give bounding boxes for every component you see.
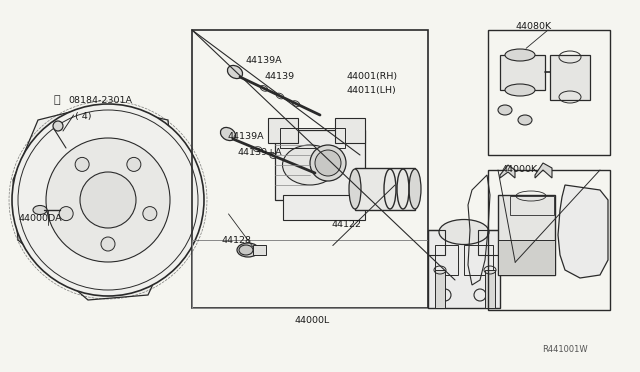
Circle shape: [75, 157, 89, 171]
Ellipse shape: [310, 145, 346, 181]
Text: 44139+A: 44139+A: [238, 148, 283, 157]
Ellipse shape: [505, 49, 535, 61]
Bar: [335, 118, 365, 143]
Bar: [498, 195, 555, 275]
Ellipse shape: [220, 128, 236, 141]
Ellipse shape: [349, 169, 361, 209]
Ellipse shape: [505, 84, 535, 96]
Circle shape: [12, 104, 204, 296]
Text: 44000DA: 44000DA: [18, 214, 61, 223]
Polygon shape: [535, 163, 552, 178]
Bar: [428, 230, 445, 255]
Text: 44000K: 44000K: [502, 165, 538, 174]
Bar: [268, 118, 298, 143]
Bar: [192, 30, 428, 308]
Ellipse shape: [409, 169, 421, 209]
Circle shape: [101, 237, 115, 251]
Bar: [428, 230, 500, 308]
Polygon shape: [558, 185, 608, 278]
Ellipse shape: [237, 243, 259, 257]
Text: 44011(LH): 44011(LH): [347, 86, 397, 95]
Circle shape: [80, 172, 136, 228]
Circle shape: [143, 206, 157, 221]
Text: R441001W: R441001W: [542, 345, 588, 354]
Bar: [283, 195, 365, 220]
Ellipse shape: [239, 245, 253, 255]
Text: 44122: 44122: [332, 220, 362, 229]
Text: ( 4): ( 4): [75, 112, 92, 121]
Bar: [485, 270, 495, 308]
Text: 44139: 44139: [265, 72, 295, 81]
Text: 44000L: 44000L: [295, 316, 330, 325]
Ellipse shape: [33, 205, 47, 215]
Bar: [478, 230, 500, 255]
Bar: [550, 55, 590, 100]
Bar: [435, 270, 445, 308]
Bar: [510, 196, 554, 215]
Ellipse shape: [498, 105, 512, 115]
Ellipse shape: [315, 150, 341, 176]
Bar: [464, 245, 493, 275]
Ellipse shape: [439, 219, 489, 244]
Bar: [488, 30, 610, 155]
Text: 44139A: 44139A: [245, 56, 282, 65]
Text: 44001(RH): 44001(RH): [347, 72, 398, 81]
Bar: [355, 168, 415, 210]
Circle shape: [127, 157, 141, 171]
Bar: [488, 170, 610, 310]
Bar: [435, 245, 458, 275]
Ellipse shape: [518, 115, 532, 125]
Polygon shape: [13, 105, 178, 300]
Ellipse shape: [227, 65, 243, 78]
Circle shape: [59, 206, 73, 221]
Text: 08184-2301A: 08184-2301A: [68, 96, 132, 105]
Bar: [500, 55, 545, 90]
Bar: [253, 245, 266, 255]
Text: 44139A: 44139A: [228, 132, 264, 141]
Text: 44080K: 44080K: [516, 22, 552, 31]
Text: Ⓑ: Ⓑ: [54, 95, 60, 105]
Bar: [192, 240, 428, 308]
Bar: [275, 130, 365, 200]
Bar: [498, 240, 555, 275]
Circle shape: [53, 121, 63, 131]
Ellipse shape: [282, 145, 337, 185]
Polygon shape: [500, 165, 515, 178]
Circle shape: [46, 138, 170, 262]
Text: 44128: 44128: [222, 236, 252, 245]
Bar: [280, 128, 345, 148]
